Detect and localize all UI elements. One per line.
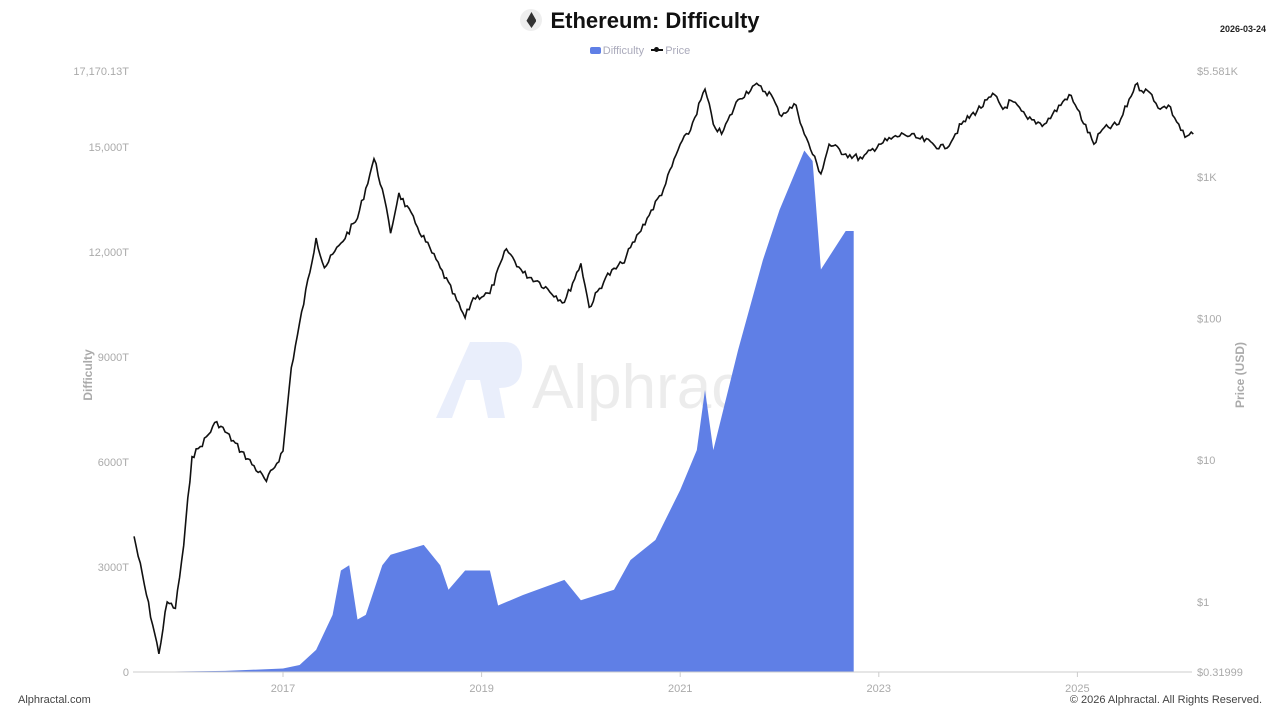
y-right-tick-label: $5.581K (1197, 66, 1239, 78)
footer-site[interactable]: Alphractal.com (18, 694, 91, 706)
legend: Difficulty Price (0, 45, 1280, 57)
y-right-tick-label: $100 (1197, 313, 1221, 325)
x-tick-label: 2019 (469, 683, 493, 695)
y-left-tick-label: 6000T (98, 457, 129, 469)
y-right-tick-label: $1 (1197, 597, 1209, 609)
y-right-tick-label: $0.31999 (1197, 667, 1243, 679)
legend-label-difficulty: Difficulty (602, 45, 645, 57)
watermark-logo-p-icon (490, 342, 522, 388)
chart-title: Ethereum: Difficulty (0, 8, 1280, 34)
ethereum-icon (520, 9, 543, 31)
y-right-tick-label: $10 (1197, 455, 1215, 467)
x-tick-label: 2023 (867, 683, 891, 695)
y-left-tick-label: 9000T (98, 352, 129, 364)
legend-swatch-difficulty (589, 47, 601, 54)
legend-item-difficulty[interactable]: Difficulty (589, 45, 645, 57)
y-right-tick-label: $1K (1197, 172, 1217, 184)
x-tick-label: 2025 (1065, 683, 1089, 695)
footer-copyright: © 2026 Alphractal. All Rights Reserved. (1069, 694, 1262, 706)
x-tick-label: 2021 (668, 683, 692, 695)
y-axis-left-title: Difficulty (81, 349, 95, 401)
legend-label-price: Price (665, 45, 691, 57)
difficulty-area (134, 150, 854, 672)
y-left-tick-label: 12,000T (89, 247, 130, 259)
watermark-logo-icon (436, 342, 505, 418)
y-left-tick-label: 0 (123, 667, 129, 679)
price-line (133, 81, 1194, 654)
y-left-tick-label: 17,170.13T (73, 66, 129, 78)
title-text: Ethereum: Difficulty (550, 8, 760, 33)
y-left-tick-label: 3000T (98, 562, 129, 574)
y-axis-right-title: Price (USD) (1233, 342, 1247, 408)
date-label: 2026-03-24 (1219, 24, 1266, 34)
legend-swatch-price (651, 47, 664, 52)
x-tick-label: 2017 (271, 683, 295, 695)
legend-item-price[interactable]: Price (647, 45, 690, 57)
y-left-tick-label: 15,000T (89, 142, 130, 154)
